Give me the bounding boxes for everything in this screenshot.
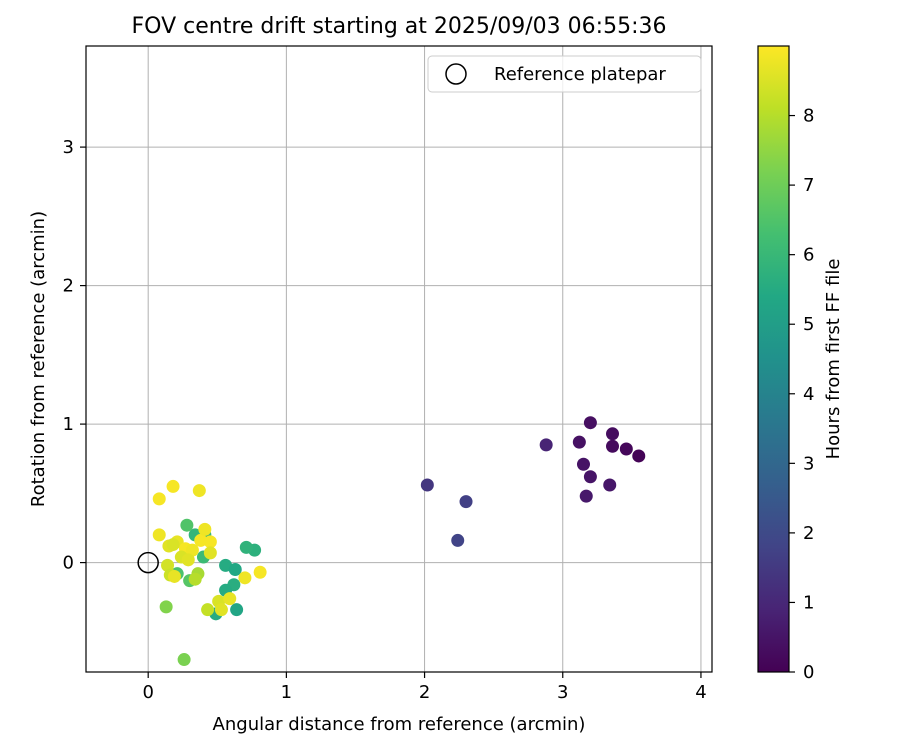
scatter-point bbox=[177, 653, 191, 667]
scatter-point bbox=[253, 565, 267, 579]
y-tick-label: 1 bbox=[63, 414, 74, 435]
scatter-point bbox=[194, 533, 208, 547]
scatter-point bbox=[459, 495, 473, 509]
x-tick-label: 2 bbox=[419, 682, 430, 703]
scatter-point bbox=[606, 427, 620, 441]
x-axis-label: Angular distance from reference (arcmin) bbox=[213, 714, 586, 735]
scatter-point bbox=[583, 416, 597, 430]
scatter-point bbox=[238, 571, 252, 585]
legend-box bbox=[427, 55, 702, 93]
colorbar-tick-label: 2 bbox=[803, 523, 814, 544]
colorbar-tick-label: 0 bbox=[803, 662, 814, 683]
x-tick-label: 4 bbox=[695, 682, 706, 703]
scatter-point bbox=[603, 478, 617, 492]
x-tick-label: 3 bbox=[557, 682, 568, 703]
scatter-point bbox=[230, 603, 244, 617]
legend: Reference platepar bbox=[427, 55, 702, 93]
scatter-point bbox=[583, 470, 597, 484]
legend-marker-open-circle bbox=[445, 63, 467, 85]
scatter-point bbox=[192, 484, 206, 498]
colorbar-tick-label: 7 bbox=[803, 175, 814, 196]
scatter-point bbox=[539, 438, 553, 452]
scatter-point bbox=[203, 535, 217, 549]
colorbar-tick-label: 1 bbox=[803, 592, 814, 613]
y-tick-label: 3 bbox=[63, 137, 74, 158]
plot-frame bbox=[85, 45, 713, 673]
scatter-point bbox=[223, 592, 237, 606]
scatter-point bbox=[198, 522, 212, 536]
scatter-point bbox=[166, 479, 180, 493]
colorbar-tick-label: 3 bbox=[803, 453, 814, 474]
scatter-point bbox=[576, 457, 590, 471]
colorbar-tick-label: 8 bbox=[803, 106, 814, 127]
x-tick-label: 0 bbox=[142, 682, 153, 703]
scatter-point bbox=[606, 439, 620, 453]
colorbar-tick-label: 5 bbox=[803, 314, 814, 335]
reference-marker-layer bbox=[137, 551, 159, 574]
reference-platepar-marker bbox=[137, 551, 159, 574]
y-axis-label: Rotation from reference (arcmin) bbox=[28, 211, 49, 507]
scatter-point bbox=[167, 569, 181, 583]
y-tick-label: 2 bbox=[63, 276, 74, 297]
colorbar-tick-label: 6 bbox=[803, 245, 814, 266]
scatter-point bbox=[152, 528, 166, 542]
scatter-point bbox=[166, 538, 180, 552]
scatter-point bbox=[181, 553, 195, 567]
axis-ticks: 0 1 2 3 4 0 1 2 3 bbox=[63, 137, 707, 703]
x-tick-label: 1 bbox=[281, 682, 292, 703]
colorbar: 0 1 2 3 4 5 6 7 8 Hours from first FF file bbox=[757, 45, 844, 683]
scatter-point bbox=[228, 563, 242, 577]
data-points bbox=[152, 416, 646, 667]
scatter-point bbox=[619, 442, 633, 456]
scatter-point bbox=[203, 546, 217, 560]
scatter-point bbox=[201, 603, 215, 617]
scatter-point bbox=[572, 435, 586, 449]
scatter-point bbox=[632, 449, 646, 463]
scatter-point bbox=[185, 543, 199, 557]
scatter-point bbox=[451, 533, 465, 547]
legend-entry-label: Reference platepar bbox=[494, 64, 666, 85]
scatter-point bbox=[159, 600, 173, 614]
scatter-point bbox=[239, 540, 253, 554]
scatter-point bbox=[188, 572, 202, 586]
scatter-point bbox=[420, 478, 434, 492]
chart-title: FOV centre drift starting at 2025/09/03 … bbox=[132, 14, 667, 39]
colorbar-label: Hours from first FF file bbox=[823, 259, 844, 460]
colorbar-ticks: 0 1 2 3 4 5 6 7 8 bbox=[789, 106, 814, 683]
y-tick-label: 0 bbox=[63, 553, 74, 574]
scatter-point bbox=[579, 489, 593, 503]
scatter-point bbox=[214, 603, 228, 617]
scatter-point bbox=[180, 518, 194, 532]
colorbar-gradient bbox=[757, 45, 790, 673]
colorbar-tick-label: 4 bbox=[803, 384, 814, 405]
scatter-point bbox=[152, 492, 166, 506]
